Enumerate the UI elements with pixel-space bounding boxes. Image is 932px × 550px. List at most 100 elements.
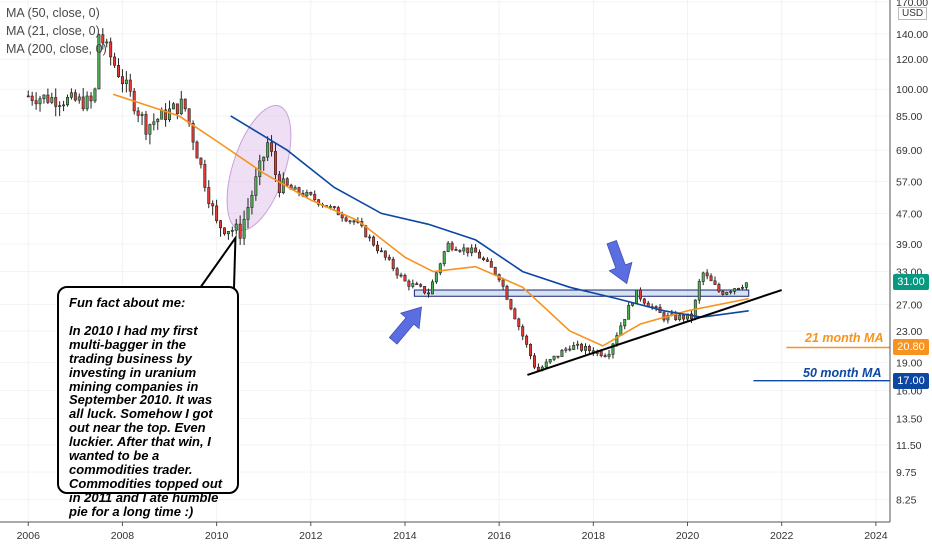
candles (26, 28, 748, 372)
candle-body (124, 79, 128, 85)
candle-body (521, 326, 525, 337)
callout-pointer (199, 234, 237, 289)
candle-body (250, 195, 254, 208)
candle-body (238, 223, 242, 239)
candle-body (309, 192, 313, 195)
candle-body (478, 251, 482, 259)
indicator-legend: MA (50, close, 0) MA (21, close, 0) MA (… (6, 4, 107, 58)
candle-body (175, 103, 179, 115)
arrow-down (606, 239, 633, 285)
candle-body (419, 284, 423, 287)
y-tick-label: 140.00 (896, 29, 928, 41)
candle-body (54, 97, 58, 107)
candle-body (427, 292, 430, 295)
candle-body (383, 250, 387, 258)
candle-body (532, 355, 536, 368)
candle-body (34, 100, 38, 105)
candle-body (733, 288, 737, 292)
legend-ma50[interactable]: MA (50, close, 0) (6, 6, 100, 20)
y-tick-label: 13.50 (896, 414, 922, 426)
candle-body (101, 34, 105, 44)
candle-body (293, 187, 297, 190)
x-tick-label: 2020 (676, 530, 700, 542)
candle-body (560, 350, 564, 357)
candle-body (69, 92, 73, 98)
candle-body (242, 218, 246, 239)
y-tick-label: 9.75 (896, 467, 917, 479)
ma50-label: 50 month MA (803, 366, 882, 380)
candle-body (183, 98, 187, 110)
x-tick-label: 2012 (299, 530, 323, 542)
candle-body (615, 335, 619, 345)
candle-body (513, 308, 517, 320)
candle-body (430, 281, 434, 295)
candle-body (156, 118, 160, 123)
x-tick-label: 2014 (393, 530, 417, 542)
candle-body (262, 156, 266, 162)
candle-body (66, 96, 69, 106)
candle-body (423, 286, 427, 294)
candle-body (376, 244, 379, 252)
candle-body (109, 41, 113, 58)
candle-body (195, 141, 199, 159)
candle-body (474, 247, 478, 253)
ma21-price-badge: 20.80 (893, 339, 929, 356)
candle-body (501, 279, 505, 287)
candle-body (717, 284, 721, 292)
ma50-price-badge: 17.00 (893, 372, 929, 389)
candle-body (38, 98, 42, 105)
candle-body (485, 259, 489, 262)
candle-body (144, 114, 148, 135)
candle-body (411, 283, 415, 287)
candle-body (50, 97, 54, 103)
y-tick-label: 47.00 (896, 208, 922, 220)
candle-body (403, 274, 407, 282)
candle-body (568, 348, 572, 351)
candle-body (246, 207, 250, 220)
legend-ma21[interactable]: MA (21, close, 0) (6, 24, 100, 38)
candle-body (26, 95, 30, 98)
candle-body (379, 250, 383, 253)
candle-body (266, 142, 270, 158)
pointer-outline (199, 234, 237, 289)
candle-body (77, 96, 81, 101)
candle-body (564, 348, 568, 351)
candle-body (305, 192, 309, 197)
currency-label[interactable]: USD (898, 7, 928, 20)
candle-body (686, 313, 689, 320)
candle-body (666, 315, 670, 321)
candle-body (226, 231, 230, 235)
candle-body (207, 187, 211, 204)
candle-body (489, 261, 493, 268)
candle-body (627, 305, 631, 320)
candle-body (168, 108, 172, 121)
candle-body (93, 88, 97, 102)
candle-body (273, 151, 277, 175)
candle-body (638, 289, 642, 300)
candle-body (623, 319, 627, 327)
annotation-box: Fun fact about me: In 2010 I had my firs… (57, 286, 239, 518)
arrow-shape (388, 306, 422, 345)
arrow-shape (606, 239, 633, 285)
x-tick-label: 2006 (17, 530, 41, 542)
candle-body (152, 121, 156, 125)
candle-body (744, 282, 748, 288)
candle-body (62, 104, 66, 107)
x-tick-label: 2010 (205, 530, 229, 542)
candle-body (73, 92, 77, 101)
y-tick-label: 19.00 (896, 357, 922, 369)
y-tick-label: 170.00 (896, 0, 928, 9)
candle-body (148, 124, 152, 135)
candle-body (572, 344, 576, 350)
legend-ma200[interactable]: MA (200, close, 0) (6, 42, 107, 56)
candle-body (442, 251, 446, 265)
candle-body (89, 95, 93, 102)
y-tick-label: 100.00 (896, 84, 928, 96)
candle-body (113, 56, 117, 66)
ma21-line (112, 93, 749, 347)
annotation-body: In 2010 I had my first multi-bagger in t… (69, 322, 223, 519)
candle-body (721, 290, 725, 295)
candle-body (348, 220, 352, 223)
candle-body (466, 247, 470, 254)
